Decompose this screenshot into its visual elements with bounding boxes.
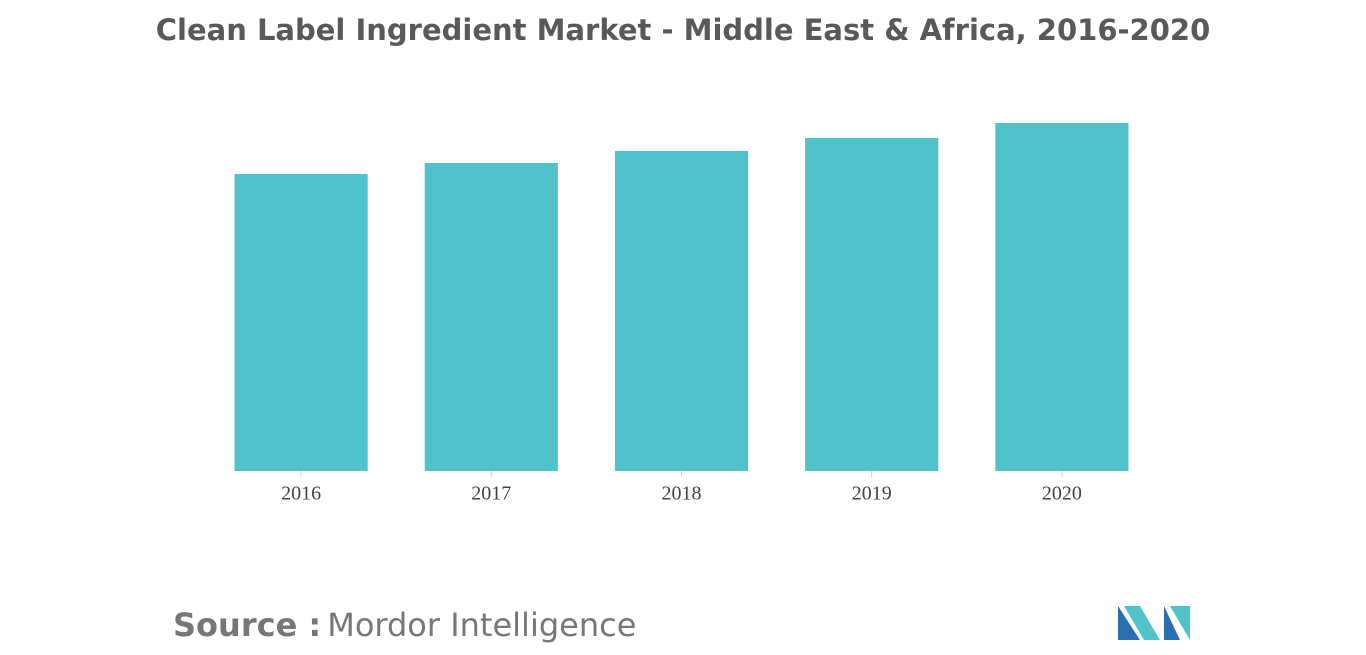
bar bbox=[995, 123, 1129, 471]
x-tick-label: 2016 bbox=[281, 483, 321, 505]
source-label: Source : bbox=[173, 606, 321, 644]
chart-title: Clean Label Ingredient Market - Middle E… bbox=[156, 13, 1211, 47]
x-tick-label: 2017 bbox=[471, 483, 511, 505]
bar bbox=[234, 174, 368, 471]
x-tick-label: 2019 bbox=[852, 483, 892, 505]
x-tick-label: 2020 bbox=[1042, 483, 1082, 505]
bar bbox=[614, 151, 749, 471]
source: Source : Mordor Intelligence bbox=[173, 606, 636, 644]
logo bbox=[1118, 606, 1190, 640]
bar bbox=[424, 163, 558, 471]
source-text: Mordor Intelligence bbox=[327, 606, 636, 644]
x-tick-label: 2018 bbox=[662, 483, 702, 505]
bar bbox=[805, 138, 939, 471]
